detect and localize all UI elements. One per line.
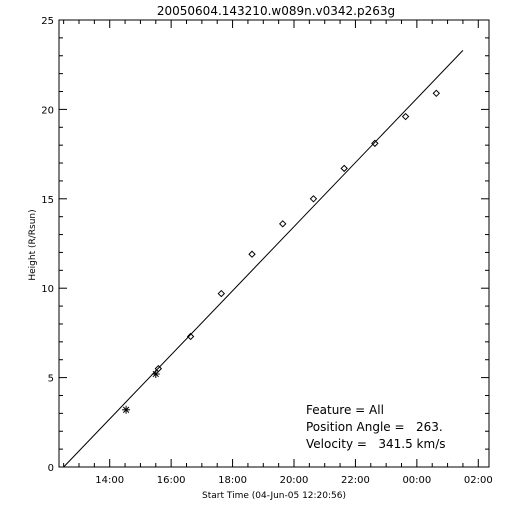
y-tick-label: 25 — [41, 16, 54, 27]
x-tick-label: 22:00 — [341, 475, 370, 486]
y-tick-label: 0 — [48, 463, 54, 474]
x-tick-label: 14:00 — [95, 475, 124, 486]
diamond-point — [217, 289, 226, 298]
y-tick-label: 10 — [41, 284, 54, 295]
annotation-position-angle: Position Angle = 263. — [306, 420, 443, 434]
diamond-point — [371, 139, 379, 148]
x-axis-label: Start Time (04-Jun-05 12:20:56) — [202, 491, 346, 501]
diamond-point — [432, 89, 441, 98]
y-axis-label: Height (R/Rsun) — [28, 209, 38, 280]
annotation-velocity: Velocity = 341.5 km/s — [306, 437, 446, 451]
x-axis: 14:00 16:00 18:00 20:00 22:00 00:00 02:00 — [63, 20, 493, 486]
y-tick-label: 15 — [41, 195, 54, 206]
chart-title: 20050604.143210.w089n.v0342.p263g — [157, 4, 395, 18]
plot-frame — [58, 19, 490, 468]
x-tick-label: 00:00 — [402, 475, 431, 486]
fit-line-group — [63, 50, 464, 468]
y-tick-label: 5 — [48, 374, 54, 385]
x-tick-label: 20:00 — [280, 475, 309, 486]
diamond-point — [186, 332, 195, 341]
diamond-point — [401, 112, 410, 121]
asterisk-point — [151, 370, 160, 379]
diamond-point — [309, 195, 318, 203]
diamond-point — [340, 164, 348, 173]
diamond-point — [248, 250, 256, 258]
y-axis: 0 5 10 15 20 25 — [41, 16, 489, 474]
asterisk-point — [122, 405, 131, 414]
x-tick-label: 16:00 — [157, 475, 186, 486]
annotation-feature: Feature = All — [306, 403, 384, 417]
data-points — [122, 89, 441, 414]
x-tick-label: 02:00 — [464, 475, 493, 486]
y-tick-label: 20 — [41, 105, 54, 116]
fit-line — [63, 50, 464, 468]
diamond-point — [154, 364, 163, 373]
x-tick-label: 18:00 — [218, 475, 247, 486]
diamond-point — [279, 220, 287, 228]
